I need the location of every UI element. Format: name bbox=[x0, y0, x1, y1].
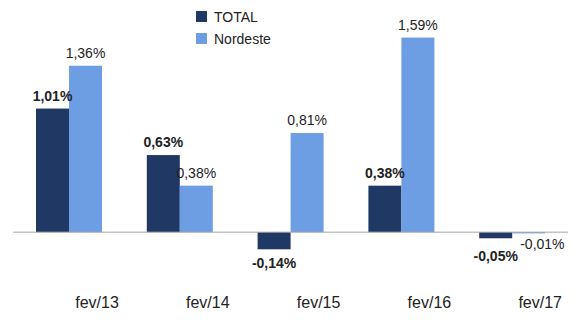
bar bbox=[36, 109, 69, 233]
data-label: -0,01% bbox=[520, 236, 564, 252]
legend-label: TOTAL bbox=[214, 9, 258, 25]
bar bbox=[479, 232, 512, 238]
bars bbox=[36, 38, 545, 250]
bar bbox=[147, 155, 180, 232]
bar bbox=[180, 186, 213, 233]
bar bbox=[401, 38, 434, 233]
legend: TOTAL Nordeste bbox=[196, 9, 271, 47]
data-label: 1,36% bbox=[66, 45, 106, 61]
data-label: -0,05% bbox=[474, 248, 519, 264]
category-label: fev/17 bbox=[518, 294, 562, 311]
bar bbox=[368, 186, 401, 233]
data-label: 0,38% bbox=[365, 165, 405, 181]
category-label: fev/13 bbox=[75, 294, 119, 311]
data-label: 0,81% bbox=[287, 112, 327, 128]
data-label: -0,14% bbox=[252, 255, 297, 271]
data-label: 1,59% bbox=[398, 17, 438, 33]
data-label: 1,01% bbox=[33, 88, 73, 104]
data-label: 0,38% bbox=[176, 165, 216, 181]
category-label: fev/15 bbox=[297, 294, 341, 311]
legend-label: Nordeste bbox=[214, 31, 271, 47]
chart-root: 1,01% 0,63% -0,14% 0,38% -0,05% 1,36% 0,38% 0,8… bbox=[0, 0, 581, 330]
bar bbox=[69, 66, 102, 232]
baseline bbox=[13, 232, 568, 233]
data-label: 0,63% bbox=[143, 134, 183, 150]
legend-swatch bbox=[196, 11, 207, 22]
category-label: fev/14 bbox=[186, 294, 230, 311]
legend-swatch bbox=[196, 33, 207, 44]
bar bbox=[291, 133, 324, 232]
category-label: fev/16 bbox=[408, 294, 452, 311]
bar bbox=[258, 232, 291, 249]
